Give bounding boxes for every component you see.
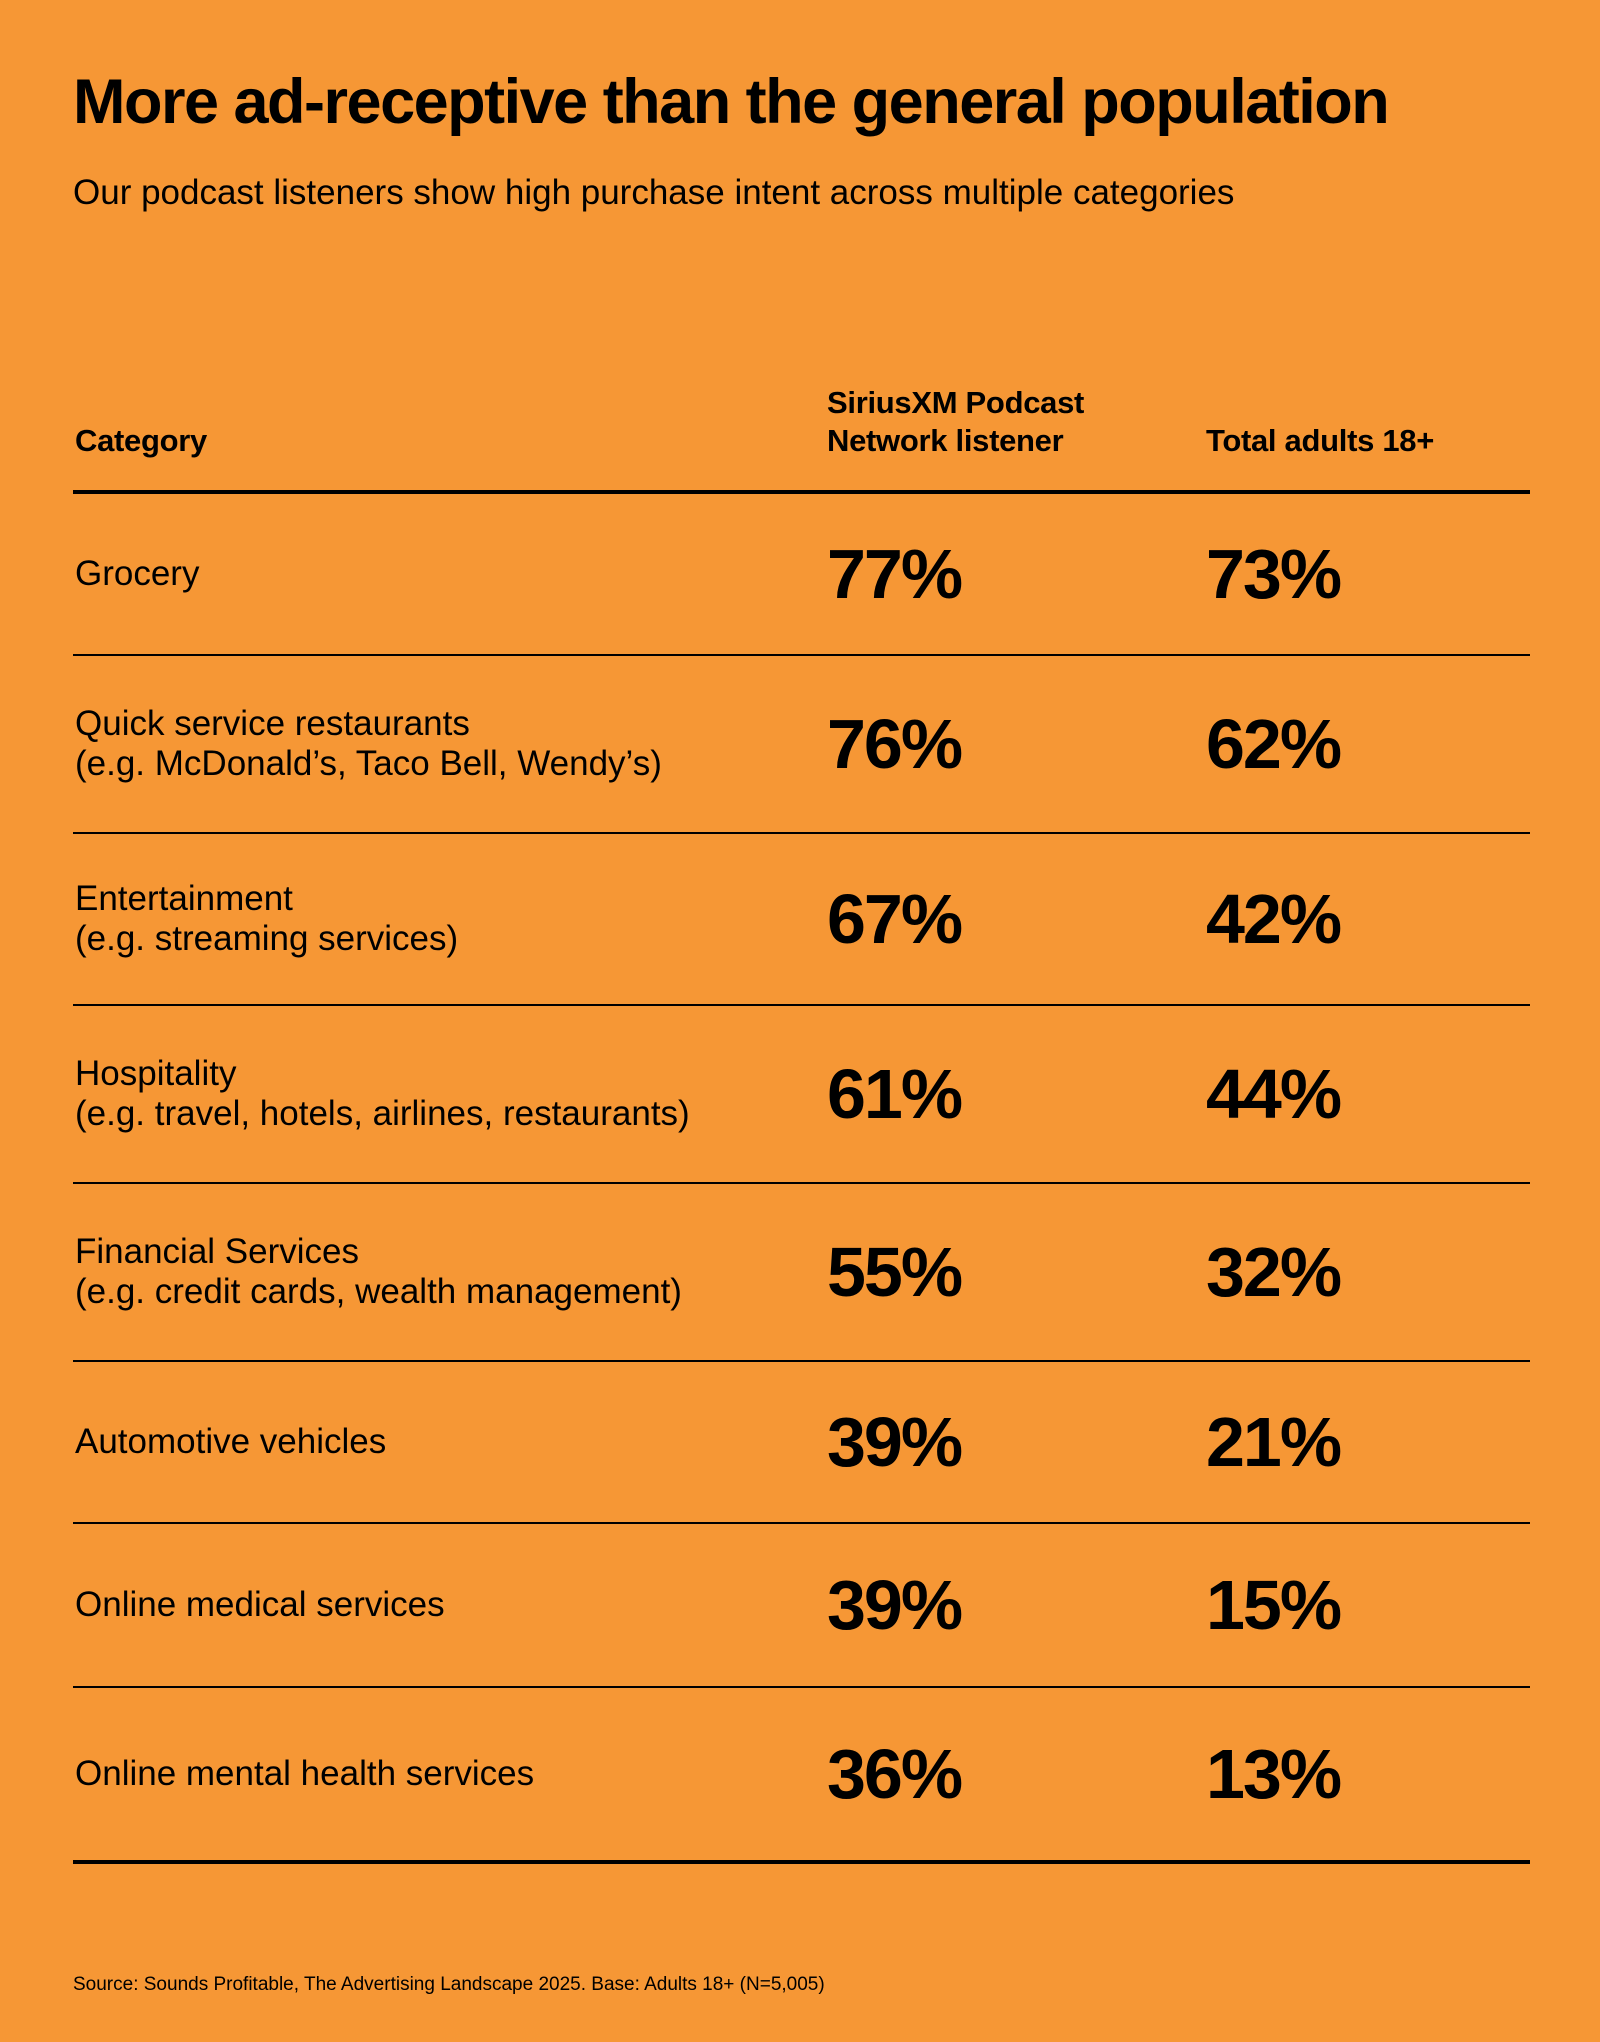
table-row: Grocery 77% 73% <box>73 494 1530 656</box>
category-name: Online mental health services <box>75 1754 535 1793</box>
category-cell: Financial Services (e.g. credit cards, we… <box>75 1232 795 1312</box>
listener-value: 36% <box>827 1735 963 1813</box>
category-cell: Automotive vehicles <box>75 1422 795 1462</box>
category-detail: (e.g. streaming services) <box>75 919 459 958</box>
total-adults-value: 13% <box>1206 1735 1342 1813</box>
total-adults-value: 42% <box>1206 880 1342 958</box>
table-row: Financial Services (e.g. credit cards, we… <box>73 1184 1530 1362</box>
category-name: Automotive vehicles <box>75 1422 387 1461</box>
total-adults-value: 73% <box>1206 535 1342 613</box>
listener-value: 76% <box>827 705 963 783</box>
category-name: Grocery <box>75 554 200 593</box>
total-adults-value: 15% <box>1206 1566 1342 1644</box>
table-row: Online medical services 39% 15% <box>73 1524 1530 1688</box>
category-detail: (e.g. McDonald’s, Taco Bell, Wendy’s) <box>75 744 662 783</box>
category-name: Online medical services <box>75 1585 445 1624</box>
table-row: Entertainment (e.g. streaming services) 67… <box>73 834 1530 1006</box>
category-cell: Online mental health services <box>75 1754 795 1794</box>
table-row: Hospitality (e.g. travel, hotels, airline… <box>73 1006 1530 1184</box>
column-header-total-adults: Total adults 18+ <box>1206 423 1435 458</box>
listener-value: 39% <box>827 1566 963 1644</box>
listener-value: 39% <box>827 1403 963 1481</box>
column-header-listener: SiriusXM Podcast Network listener <box>827 385 1085 458</box>
category-cell: Hospitality (e.g. travel, hotels, airline… <box>75 1054 795 1134</box>
category-detail: (e.g. travel, hotels, airlines, restaura… <box>75 1094 690 1133</box>
listener-value: 55% <box>827 1233 963 1311</box>
category-cell: Entertainment (e.g. streaming services) <box>75 879 795 959</box>
listener-value: 61% <box>827 1055 963 1133</box>
category-detail: (e.g. credit cards, wealth management) <box>75 1272 682 1311</box>
total-adults-value: 44% <box>1206 1055 1342 1133</box>
page-subtitle: Our podcast listeners show high purchase… <box>73 173 1235 212</box>
table-header: Category SiriusXM Podcast Network listen… <box>73 380 1530 494</box>
source-note: Source: Sounds Profitable, The Advertisi… <box>73 1974 825 1995</box>
total-adults-value: 32% <box>1206 1233 1342 1311</box>
category-cell: Online medical services <box>75 1585 795 1625</box>
category-cell: Grocery <box>75 554 795 594</box>
category-name: Financial Services <box>75 1232 359 1271</box>
column-header-category: Category <box>75 423 207 458</box>
listener-value: 67% <box>827 880 963 958</box>
page-title: More ad-receptive than the general popul… <box>73 67 1390 137</box>
table-body: Grocery 77% 73% Quick service restaurants (e… <box>73 494 1530 1864</box>
category-name: Entertainment <box>75 879 293 918</box>
category-name: Hospitality <box>75 1054 237 1093</box>
category-cell: Quick service restaurants (e.g. McDonald’… <box>75 704 795 784</box>
infographic-page: More ad-receptive than the general popul… <box>73 0 1530 2042</box>
total-adults-value: 62% <box>1206 705 1342 783</box>
table-row: Automotive vehicles 39% 21% <box>73 1362 1530 1524</box>
listener-value: 77% <box>827 535 963 613</box>
table-row: Quick service restaurants (e.g. McDonald’… <box>73 656 1530 834</box>
table-row: Online mental health services 36% 13% <box>73 1688 1530 1864</box>
category-name: Quick service restaurants <box>75 704 470 743</box>
total-adults-value: 21% <box>1206 1403 1342 1481</box>
